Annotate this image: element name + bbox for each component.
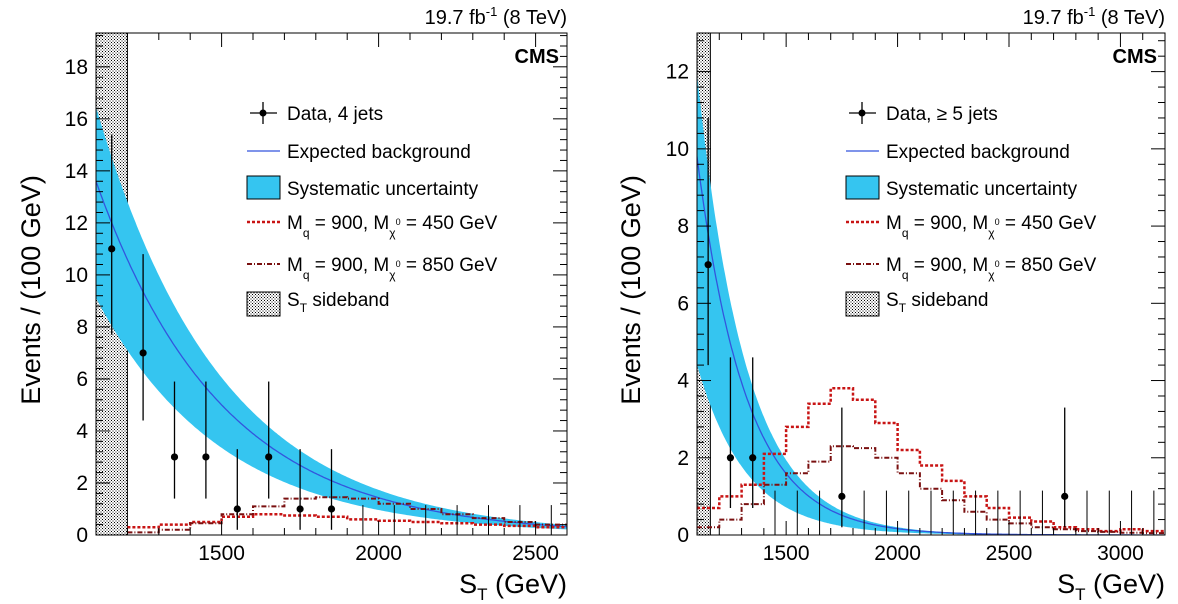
legend-data: Data, 4 jets (250, 102, 383, 125)
y-tick-label: 4 (76, 420, 88, 443)
signal-450-step (127, 512, 567, 529)
y-tick-label: 6 (76, 368, 88, 391)
y-tick-label: 8 (76, 316, 88, 339)
data-point (265, 453, 273, 461)
signal-850-step (697, 445, 1165, 535)
legend-signal-450: Mq = 900, Mχ0 = 450 GeV (247, 213, 498, 240)
y-axis: 0 2 4 6 8 10 12 14 16 18 (65, 35, 567, 547)
x-axis: 1500 2000 2500 (95, 33, 568, 565)
cms-label: CMS (515, 46, 559, 68)
svg-text:Data, 4 jets: Data, 4 jets (287, 104, 383, 125)
legend: Data, 4 jets Expected background Systema… (246, 102, 498, 317)
y-tick-label: 10 (666, 138, 689, 161)
data-point (726, 454, 735, 462)
y-tick-label: 10 (65, 264, 88, 287)
plot-frame (696, 32, 1166, 536)
svg-text:Mq = 900, Mχ0 = 450 GeV: Mq = 900, Mχ0 = 450 GeV (287, 213, 498, 240)
plot-area (697, 33, 1165, 535)
y-tick-label: 0 (677, 524, 689, 547)
svg-text:ST sideband: ST sideband (886, 290, 988, 315)
cms-label: CMS (1113, 46, 1157, 68)
signal-450-histogram (127, 512, 567, 529)
plot-frame (95, 32, 568, 536)
data-point (108, 245, 116, 253)
svg-text:Data, ≥ 5 jets: Data, ≥ 5 jets (886, 104, 998, 125)
data-point (202, 453, 210, 461)
data-point (749, 454, 757, 462)
svg-text:Expected background: Expected background (886, 142, 1070, 163)
y-tick-label: 2 (677, 447, 689, 470)
x-tick-label: 3000 (1097, 542, 1144, 565)
y-axis: 0 2 4 6 8 10 12 (666, 40, 1165, 547)
legend-sideband: ST sideband (246, 290, 389, 317)
signal-450-step (697, 387, 1165, 533)
legend-background: Expected background (247, 142, 471, 163)
y-tick-label: 12 (666, 61, 689, 84)
x-axis-title: ST (GeV) (1057, 569, 1165, 604)
x-axis-title: ST (GeV) (459, 569, 567, 604)
legend-signal-450: Mq = 900, Mχ0 = 450 GeV (846, 213, 1097, 240)
data-point (139, 349, 147, 357)
svg-text:Systematic uncertainty: Systematic uncertainty (287, 179, 479, 200)
y-tick-label: 6 (677, 292, 689, 315)
svg-text:Mq = 900, Mχ0 = 450 GeV: Mq = 900, Mχ0 = 450 GeV (886, 213, 1097, 240)
x-tick-label: 2000 (355, 542, 402, 565)
svg-text:ST sideband: ST sideband (287, 290, 389, 315)
x-tick-label: 1500 (198, 542, 245, 565)
uncertainty-band (96, 107, 567, 530)
x-axis: 1500 2000 2500 3000 (696, 33, 1166, 565)
svg-text:Expected background: Expected background (287, 142, 471, 163)
x-tick-label: 2500 (512, 542, 559, 565)
y-tick-label: 16 (65, 108, 88, 131)
data-point (838, 492, 846, 500)
panel-4-jets: 1500 2000 2500 0 2 4 6 8 10 12 14 16 18 19.7 fb-1 (… (16, 4, 568, 604)
y-tick-label: 12 (65, 212, 88, 235)
lumi-label: 19.7 fb-1 (8 TeV) (425, 4, 567, 29)
data-point (296, 505, 304, 513)
x-tick-label: 2500 (986, 542, 1033, 565)
data-points (704, 117, 1155, 535)
signal-850-histogram (697, 445, 1165, 535)
y-axis-title: Events / (100 GeV) (616, 175, 646, 405)
lumi-label: 19.7 fb-1 (8 TeV) (1023, 4, 1165, 29)
legend-background: Expected background (846, 142, 1070, 163)
svg-text:Mq = 900, Mχ0 = 850 GeV: Mq = 900, Mχ0 = 850 GeV (287, 255, 498, 282)
y-tick-label: 18 (65, 56, 88, 79)
panel-5-jets: 1500 2000 2500 3000 0 2 4 6 8 10 12 19.7 fb-1 (8 … (616, 4, 1166, 604)
legend-signal-850: Mq = 900, Mχ0 = 850 GeV (846, 255, 1097, 282)
uncertainty-band-area (96, 107, 567, 530)
x-tick-label: 1500 (763, 542, 810, 565)
data-point (1061, 492, 1069, 500)
legend-sideband: ST sideband (845, 290, 988, 317)
svg-text:Systematic uncertainty: Systematic uncertainty (886, 179, 1078, 200)
legend-uncertainty: Systematic uncertainty (845, 175, 1078, 200)
y-tick-label: 2 (76, 472, 88, 495)
y-tick-label: 0 (76, 524, 88, 547)
legend-data: Data, ≥ 5 jets (849, 102, 998, 125)
data-point (233, 505, 241, 513)
legend: Data, ≥ 5 jets Expected background Syste… (845, 102, 1097, 317)
svg-text:Mq = 900, Mχ0 = 850 GeV: Mq = 900, Mχ0 = 850 GeV (886, 255, 1097, 282)
x-tick-label: 2000 (874, 542, 921, 565)
y-tick-label: 14 (65, 160, 89, 183)
y-axis-title: Events / (100 GeV) (16, 175, 46, 405)
data-point (704, 261, 712, 269)
signal-450-histogram (697, 387, 1165, 533)
data-point (327, 505, 336, 513)
y-tick-label: 8 (677, 215, 689, 238)
legend-signal-850: Mq = 900, Mχ0 = 850 GeV (247, 255, 498, 282)
y-tick-label: 4 (677, 370, 689, 393)
legend-uncertainty: Systematic uncertainty (246, 175, 479, 200)
data-point (170, 453, 179, 461)
data-points (108, 134, 552, 535)
